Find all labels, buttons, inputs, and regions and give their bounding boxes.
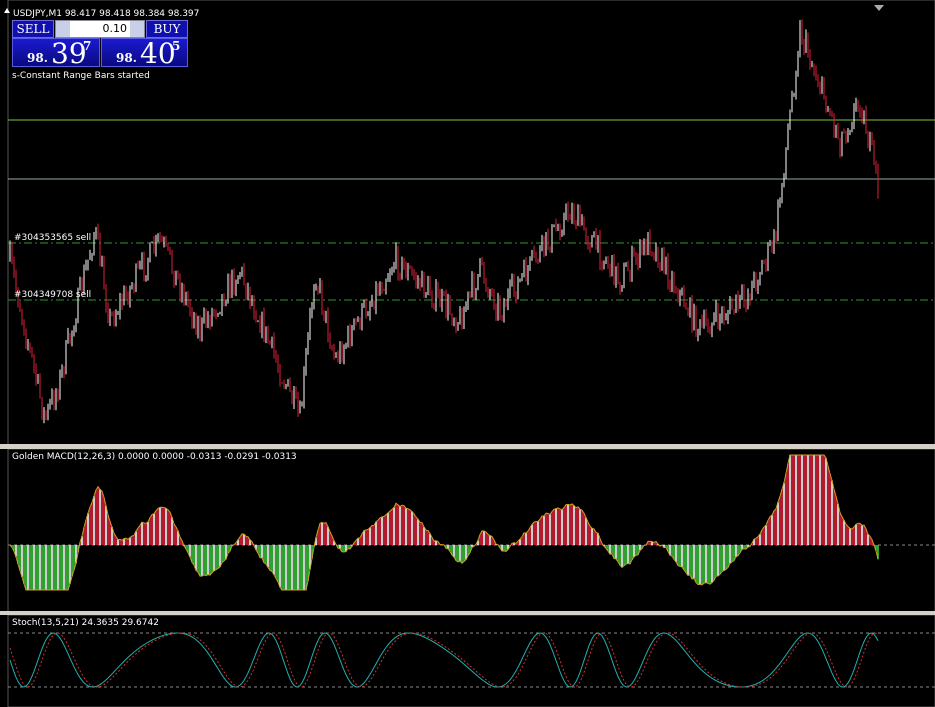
scroll-marker	[874, 5, 884, 11]
separator	[0, 611, 935, 615]
stoch-main	[9, 632, 879, 688]
bid-big: 98.	[27, 51, 48, 65]
ask-big: 98.	[116, 51, 137, 65]
macd-label: Golden MACD(12,26,3) 0.0000 0.0000 -0.03…	[12, 452, 297, 462]
lot-down[interactable]	[56, 21, 70, 37]
collapse-icon[interactable]	[4, 8, 10, 13]
status-text: s-Constant Range Bars started	[12, 71, 150, 81]
ask-box[interactable]: 98. 40 5	[101, 37, 188, 70]
order-label: #304349708 sell	[14, 290, 91, 300]
price-bars	[9, 19, 879, 424]
macd-histogram	[9, 454, 879, 591]
sell-button[interactable]: SELL	[12, 20, 54, 38]
macd-line	[9, 454, 879, 591]
lot-value: 0.10	[102, 22, 128, 35]
stoch-panel	[7, 614, 935, 707]
stoch-signal	[9, 632, 879, 688]
separator	[0, 444, 935, 449]
order-label: #304353565 sell	[14, 233, 91, 243]
ask-small: 5	[172, 39, 181, 53]
lot-box[interactable]: 0.10	[55, 20, 145, 38]
bid-box[interactable]: 98. 39 7	[12, 37, 100, 70]
bid-main: 39	[51, 37, 87, 70]
ask-main: 40	[140, 37, 176, 70]
symbol-line: USDJPY,M1 98.417 98.418 98.384 98.397	[13, 9, 199, 19]
bid-small: 7	[83, 39, 92, 53]
stoch-label: Stoch(13,5,21) 24.3635 29.6742	[12, 618, 159, 628]
buy-button[interactable]: BUY	[146, 20, 188, 38]
main-panel	[7, 0, 935, 446]
lot-up[interactable]	[130, 21, 144, 37]
stoch-lines	[9, 632, 879, 688]
